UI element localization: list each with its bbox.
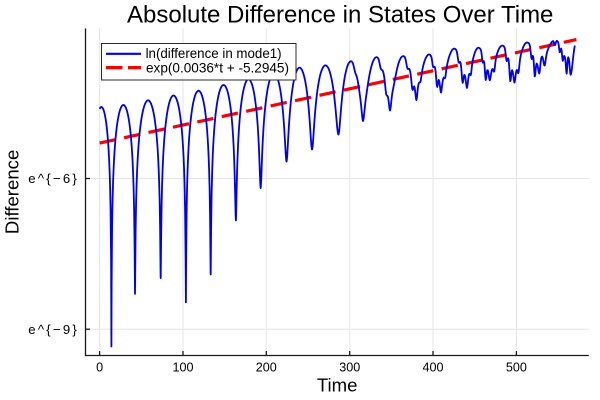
svg-text:Time: Time [317, 375, 358, 396]
svg-text:ln(difference in mode1): ln(difference in mode1) [146, 46, 282, 61]
svg-text:300: 300 [339, 361, 360, 375]
svg-text:0: 0 [96, 361, 103, 375]
svg-text:200: 200 [256, 361, 277, 375]
svg-text:500: 500 [506, 361, 527, 375]
svg-text:e^{−9}: e^{−9} [28, 322, 77, 337]
svg-text:e^{−6}: e^{−6} [28, 171, 77, 186]
svg-text:Difference: Difference [1, 150, 22, 234]
svg-text:exp(0.0036*t + -5.2945): exp(0.0036*t + -5.2945) [146, 60, 289, 75]
svg-text:100: 100 [172, 361, 193, 375]
svg-text:400: 400 [422, 361, 443, 375]
svg-text:Absolute Difference in States: Absolute Difference in States Over Time [127, 1, 553, 28]
